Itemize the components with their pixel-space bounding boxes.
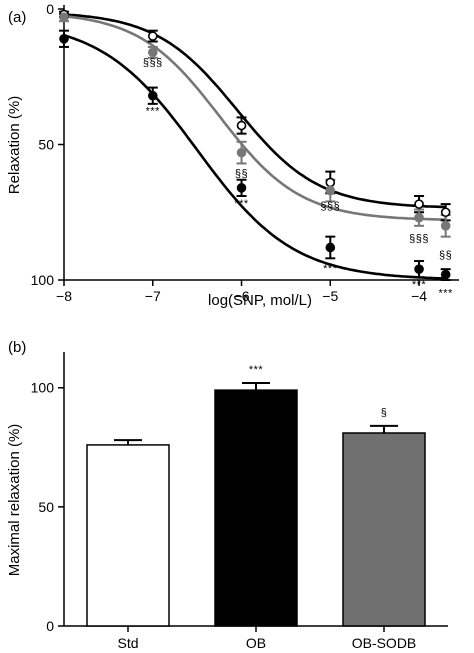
panel-a-axes — [58, 5, 459, 286]
panel-a-y-axis-title: Relaxation (%) — [6, 96, 23, 194]
panel-b-annotation: § — [381, 407, 388, 419]
panel-b-category-label: Std — [117, 635, 138, 651]
panel-a-data-point — [325, 177, 336, 188]
panel-a-data-point — [147, 47, 158, 58]
panel-a-fit-curves — [63, 13, 446, 280]
panel-b-bar — [86, 444, 170, 627]
panel-a-data-point — [414, 199, 424, 209]
panel-a-annotation: *** — [439, 287, 454, 299]
panel-b-y-tick-label: 0 — [46, 618, 54, 634]
panel-a-data-points — [59, 9, 451, 280]
panel-a-annotation: *** — [412, 279, 427, 291]
panel-a-data-point — [440, 207, 451, 218]
panel-a-data-point — [440, 269, 451, 280]
panel-a-data-point — [236, 147, 247, 158]
panel-a-annotation: *** — [234, 198, 249, 210]
panel-a-x-tick-label: −5 — [322, 288, 338, 304]
panel-a-data-point — [325, 185, 336, 196]
panel-a-error-bars — [59, 10, 451, 281]
panel-b-tick-labels: 0 50 100 — [31, 380, 55, 634]
panel-a-data-point — [414, 264, 424, 274]
panel-b-bars — [86, 389, 426, 627]
panel-a-annotation: *** — [323, 263, 338, 275]
panel-a-data-point — [59, 34, 69, 44]
panel-b-category-label: OB — [246, 635, 266, 651]
panel-b-category-labels: Std OB OB-SODB — [117, 635, 416, 651]
panel-a-fit-curve — [63, 34, 446, 280]
panel-b-category-label: OB-SODB — [352, 635, 417, 651]
panel-b-annotations: *** § — [249, 364, 387, 419]
panel-b-y-axis-title: Maximal relaxation (%) — [6, 424, 23, 577]
panel-a-tick-labels: −8 −7 −6 −5 −4 0 50 100 — [31, 1, 428, 304]
panel-a: (a) Relaxation (%) −8 −7 −6 −5 −4 0 50 100 log(… — [6, 1, 459, 309]
panel-b-error-bars — [114, 381, 398, 445]
panel-b-label: (b) — [8, 339, 26, 356]
panel-a-x-tick-label: −6 — [234, 288, 250, 304]
panel-a-annotation: §§§ — [409, 233, 429, 245]
panel-a-annotation: §§ — [235, 168, 248, 180]
panel-a-data-point — [414, 212, 424, 223]
panel-a-annotation: §§§ — [143, 57, 163, 69]
panel-a-x-tick-label: −4 — [411, 288, 427, 304]
panel-a-x-tick-label: −8 — [56, 288, 72, 304]
panel-a-data-point — [147, 90, 158, 101]
panel-a-annotation: §§§ — [320, 201, 340, 213]
panel-a-data-point — [325, 242, 336, 253]
panel-a-fit-curve — [63, 13, 446, 209]
panel-a-y-tick-label: 100 — [31, 272, 55, 288]
panel-a-y-tick-label: 0 — [46, 1, 54, 17]
panel-b: (b) Maximal relaxation (%) 0 50 100 Std OB O… — [6, 339, 448, 651]
panel-a-label: (a) — [8, 9, 26, 26]
panel-a-annotation: §§ — [439, 249, 452, 261]
panel-b-bar — [214, 389, 298, 627]
panel-a-fit-curve — [63, 14, 446, 221]
panel-a-data-point — [59, 12, 69, 22]
panel-a-x-axis-title: log(SNP, mol/L) — [208, 292, 312, 309]
panel-a-data-point — [236, 120, 247, 131]
panel-b-annotation: *** — [249, 364, 264, 376]
panel-a-x-tick-label: −7 — [145, 288, 161, 304]
panel-a-data-point — [236, 183, 247, 193]
panel-b-bar — [342, 432, 426, 627]
panel-a-y-tick-label: 50 — [38, 137, 54, 153]
panel-a-annotations: §§§ *** §§ *** §§§ *** §§§ *** §§ *** — [143, 57, 453, 299]
panel-a-data-point — [440, 221, 451, 231]
panel-a-data-point — [147, 31, 158, 41]
panel-b-y-tick-label: 50 — [38, 499, 54, 515]
panel-b-y-tick-label: 100 — [31, 380, 55, 396]
panel-a-annotation: *** — [146, 106, 161, 118]
